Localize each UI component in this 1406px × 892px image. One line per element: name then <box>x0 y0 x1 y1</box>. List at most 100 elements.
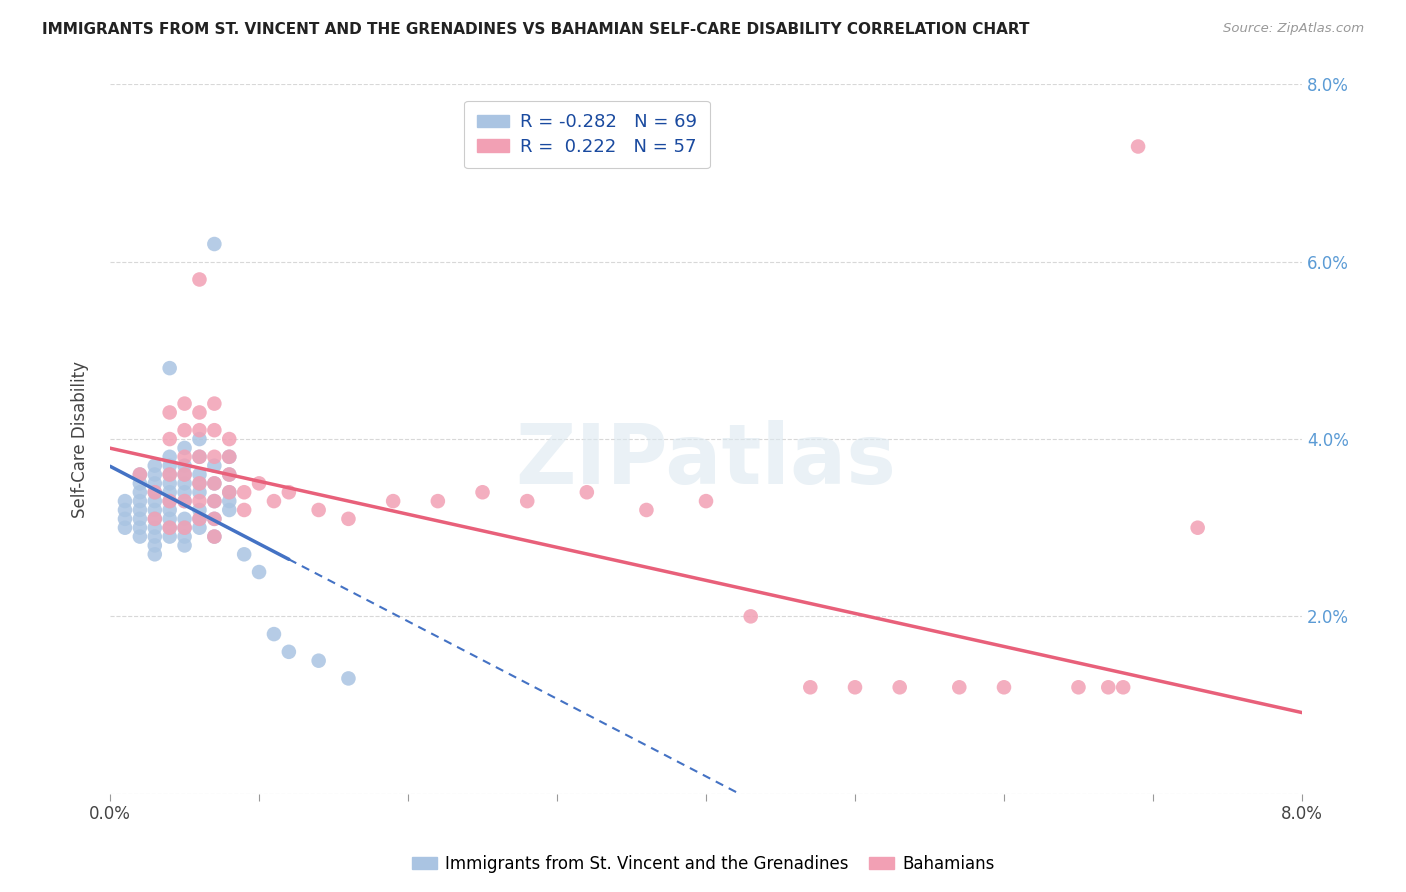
Point <box>202 530 225 544</box>
Point <box>143 530 166 544</box>
Point <box>337 512 360 526</box>
Point <box>114 521 136 535</box>
Point <box>159 467 181 482</box>
Point <box>114 503 136 517</box>
Point <box>143 485 166 500</box>
Point <box>173 494 195 508</box>
Point <box>233 485 256 500</box>
Point <box>173 530 195 544</box>
Point <box>993 681 1015 695</box>
Point <box>173 450 195 464</box>
Point <box>128 530 150 544</box>
Point <box>426 494 449 508</box>
Point <box>575 485 598 500</box>
Point <box>159 485 181 500</box>
Point <box>233 547 256 561</box>
Point <box>173 458 195 473</box>
Point <box>233 503 256 517</box>
Point <box>143 521 166 535</box>
Point <box>159 503 181 517</box>
Point <box>143 485 166 500</box>
Point <box>1067 681 1090 695</box>
Point <box>143 467 166 482</box>
Point <box>188 405 211 419</box>
Point <box>202 396 225 410</box>
Point <box>202 476 225 491</box>
Point <box>159 494 181 508</box>
Point <box>159 512 181 526</box>
Point <box>202 450 225 464</box>
Point <box>218 467 240 482</box>
Point <box>143 538 166 552</box>
Point <box>159 467 181 482</box>
Point <box>202 423 225 437</box>
Point <box>128 503 150 517</box>
Point <box>277 645 299 659</box>
Point <box>173 521 195 535</box>
Point <box>188 512 211 526</box>
Point <box>202 458 225 473</box>
Point <box>799 681 821 695</box>
Point <box>889 681 911 695</box>
Point <box>202 494 225 508</box>
Point <box>308 654 330 668</box>
Point <box>143 503 166 517</box>
Point <box>277 485 299 500</box>
Point <box>128 467 150 482</box>
Point <box>173 467 195 482</box>
Point <box>188 272 211 286</box>
Point <box>188 494 211 508</box>
Point <box>128 521 150 535</box>
Point <box>159 521 181 535</box>
Point <box>128 512 150 526</box>
Point <box>218 450 240 464</box>
Point <box>143 494 166 508</box>
Point <box>188 476 211 491</box>
Point <box>143 476 166 491</box>
Point <box>173 494 195 508</box>
Point <box>202 237 225 252</box>
Point <box>188 485 211 500</box>
Point <box>740 609 762 624</box>
Point <box>471 485 494 500</box>
Point <box>173 538 195 552</box>
Point <box>202 476 225 491</box>
Point <box>159 432 181 446</box>
Point <box>247 565 270 579</box>
Point <box>188 467 211 482</box>
Point <box>202 512 225 526</box>
Point <box>173 512 195 526</box>
Point <box>382 494 405 508</box>
Point <box>143 547 166 561</box>
Point <box>188 423 211 437</box>
Point <box>202 512 225 526</box>
Point <box>188 512 211 526</box>
Point <box>159 361 181 376</box>
Point <box>159 405 181 419</box>
Point <box>1112 681 1135 695</box>
Point <box>218 450 240 464</box>
Legend: Immigrants from St. Vincent and the Grenadines, Bahamians: Immigrants from St. Vincent and the Gren… <box>405 848 1001 880</box>
Point <box>1126 139 1149 153</box>
Point <box>188 432 211 446</box>
Point <box>143 458 166 473</box>
Point <box>337 672 360 686</box>
Text: IMMIGRANTS FROM ST. VINCENT AND THE GRENADINES VS BAHAMIAN SELF-CARE DISABILITY : IMMIGRANTS FROM ST. VINCENT AND THE GREN… <box>42 22 1029 37</box>
Point <box>159 530 181 544</box>
Point <box>202 494 225 508</box>
Text: ZIPatlas: ZIPatlas <box>516 420 897 500</box>
Point <box>188 476 211 491</box>
Point <box>263 494 285 508</box>
Point <box>188 450 211 464</box>
Point <box>173 476 195 491</box>
Point <box>159 476 181 491</box>
Point <box>173 521 195 535</box>
Point <box>948 681 970 695</box>
Point <box>218 503 240 517</box>
Point <box>218 485 240 500</box>
Point <box>128 485 150 500</box>
Point <box>188 450 211 464</box>
Y-axis label: Self-Care Disability: Self-Care Disability <box>72 360 89 517</box>
Point <box>159 494 181 508</box>
Point <box>844 681 866 695</box>
